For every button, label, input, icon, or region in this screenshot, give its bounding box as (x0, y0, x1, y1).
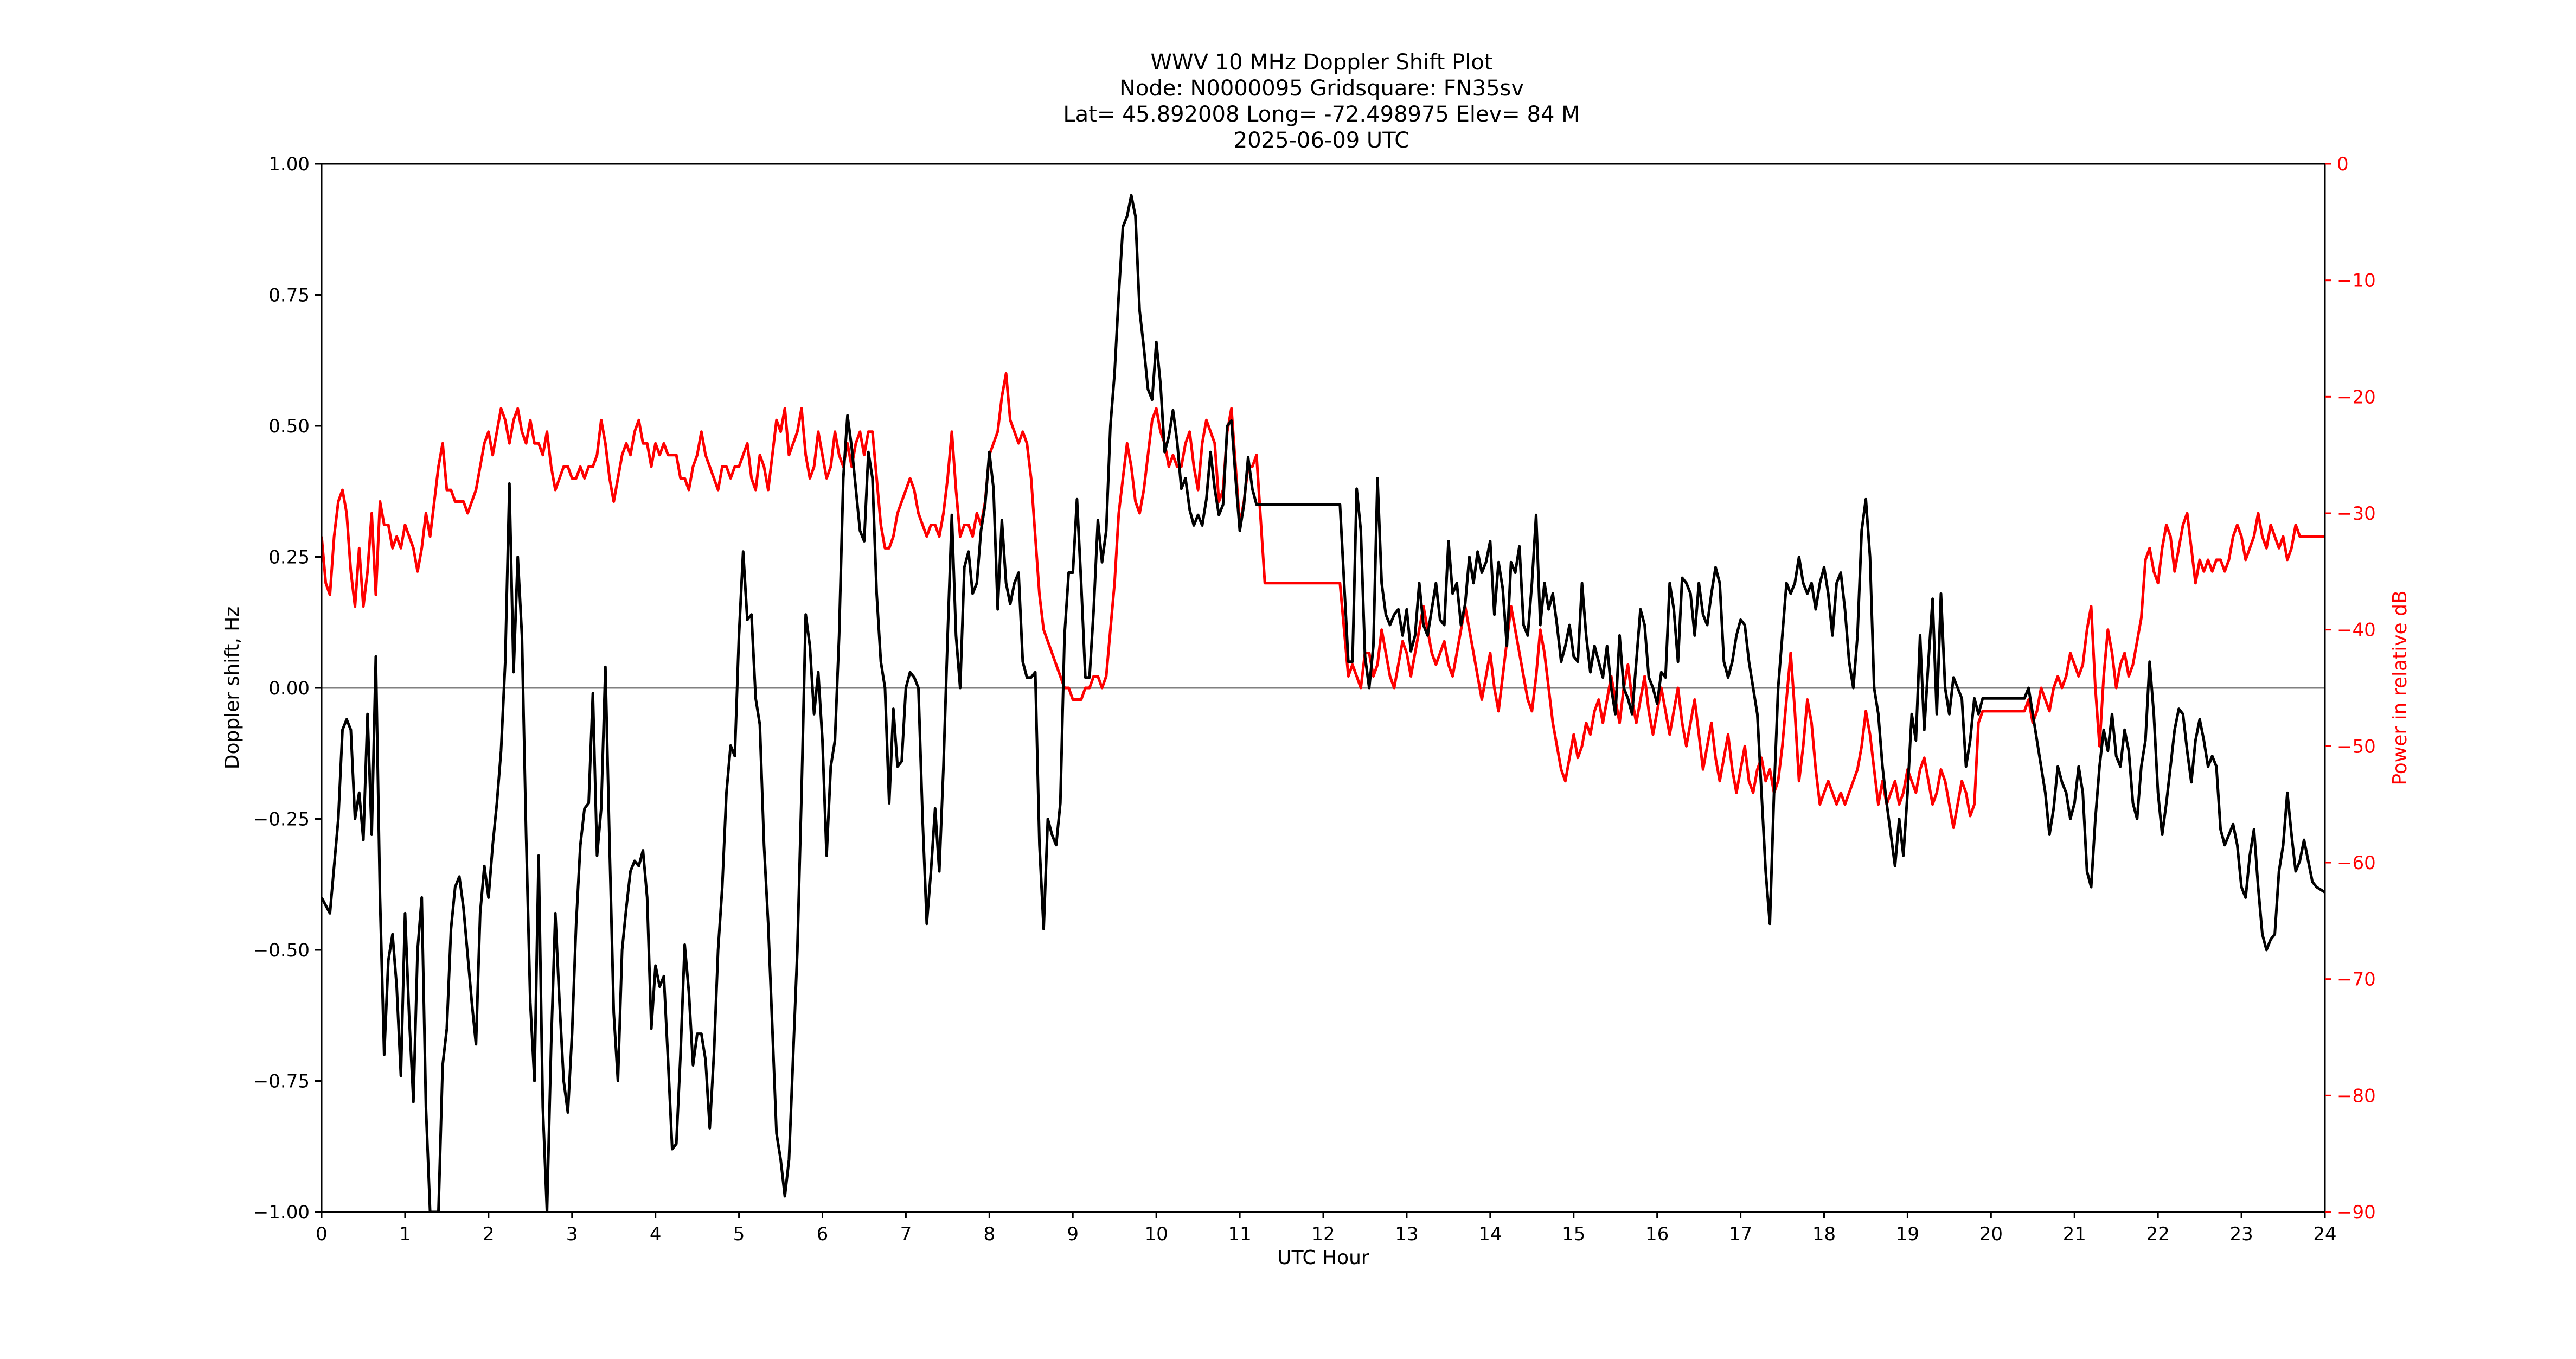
x-tick-label: 4 (650, 1223, 662, 1245)
y-right-tick-label: −30 (2337, 503, 2376, 525)
x-tick-label: 18 (1812, 1223, 1836, 1245)
plot-layer (322, 194, 2325, 1212)
chart-title-line-1: WWV 10 MHz Doppler Shift Plot (1150, 50, 1492, 75)
x-tick-label: 5 (733, 1223, 745, 1245)
y-right-tick-label: −40 (2337, 620, 2376, 641)
y-right-tick-label: −10 (2337, 270, 2376, 292)
x-tick-label: 11 (1228, 1223, 1251, 1245)
chart-title-line-3: Lat= 45.892008 Long= -72.498975 Elev= 84… (1063, 102, 1580, 127)
x-tick-label: 23 (2229, 1223, 2253, 1245)
x-tick-label: 16 (1645, 1223, 1669, 1245)
x-tick-label: 15 (1562, 1223, 1585, 1245)
y-right-tick-label: −50 (2337, 736, 2376, 757)
chart-title: WWV 10 MHz Doppler Shift Plot Node: N000… (1063, 50, 1580, 153)
x-tick-label: 24 (2313, 1223, 2336, 1245)
x-axis: 0 1 2 3 4 5 6 7 8 9 10 11 12 13 14 15 16 17 18 19 20 21 22 23 24 (316, 1212, 2337, 1245)
x-tick-label: 22 (2146, 1223, 2170, 1245)
y-left-tick-label: −0.75 (253, 1071, 310, 1093)
y-axis-left-label: Doppler shift, Hz (221, 607, 243, 769)
x-tick-label: 17 (1729, 1223, 1752, 1245)
y-right-tick-label: 0 (2337, 154, 2349, 175)
power-level-line (322, 372, 2325, 830)
x-tick-label: 19 (1896, 1223, 1919, 1245)
y-left-tick-label: −0.50 (253, 940, 310, 961)
x-tick-label: 14 (1478, 1223, 1502, 1245)
y-right-tick-label: −60 (2337, 852, 2376, 874)
y-left-tick-label: −1.00 (253, 1202, 310, 1223)
y-left-tick-label: 0.75 (268, 285, 310, 307)
y-axis-right-label: Power in relative dB (2389, 590, 2411, 785)
y-right-tick-label: −80 (2337, 1085, 2376, 1107)
x-tick-label: 8 (984, 1223, 996, 1245)
x-tick-label: 2 (483, 1223, 495, 1245)
x-tick-label: 9 (1067, 1223, 1079, 1245)
y-right-tick-label: −70 (2337, 969, 2376, 991)
x-tick-label: 10 (1145, 1223, 1168, 1245)
x-tick-label: 1 (399, 1223, 411, 1245)
y-axis-right: 0 −10 −20 −30 −40 −50 −60 −70 −80 −90 (2325, 154, 2376, 1223)
y-left-tick-label: 0.25 (268, 547, 310, 569)
y-right-tick-label: −20 (2337, 386, 2376, 408)
x-tick-label: 7 (900, 1223, 912, 1245)
chart-title-line-2: Node: N0000095 Gridsquare: FN35sv (1119, 76, 1524, 101)
y-right-tick-label: −90 (2337, 1202, 2376, 1223)
y-axis-left: 1.00 0.75 0.50 0.25 0.00 −0.25 −0.50 −0.75 −1.00 (253, 154, 322, 1223)
x-tick-label: 21 (2063, 1223, 2086, 1245)
x-tick-label: 3 (566, 1223, 578, 1245)
x-tick-label: 6 (817, 1223, 829, 1245)
y-left-tick-label: 1.00 (268, 154, 310, 175)
y-left-tick-label: 0.50 (268, 416, 310, 437)
x-tick-label: 0 (316, 1223, 328, 1245)
x-tick-label: 12 (1311, 1223, 1335, 1245)
y-left-tick-label: −0.25 (253, 809, 310, 831)
x-axis-label: UTC Hour (1277, 1247, 1369, 1269)
doppler-shift-line (322, 194, 2325, 1212)
chart-title-line-4: 2025-06-09 UTC (1234, 128, 1409, 153)
x-tick-label: 13 (1395, 1223, 1418, 1245)
y-left-tick-label: 0.00 (268, 678, 310, 699)
x-tick-label: 20 (1979, 1223, 2003, 1245)
